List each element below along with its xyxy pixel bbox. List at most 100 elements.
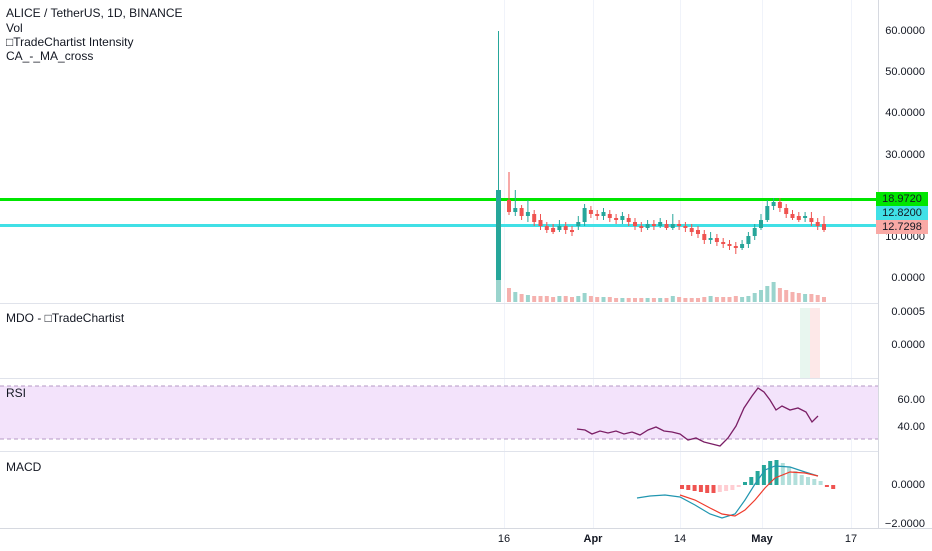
candle bbox=[771, 202, 776, 206]
macd-signal-line bbox=[679, 471, 819, 517]
price-tick: 10.0000 bbox=[885, 231, 925, 243]
volume-bar bbox=[620, 298, 625, 302]
macd-pane-label[interactable]: MACD bbox=[6, 460, 42, 474]
candle bbox=[551, 228, 556, 232]
macd-group bbox=[636, 460, 836, 519]
macd-line bbox=[636, 465, 819, 519]
volume-bar bbox=[651, 298, 656, 302]
candle bbox=[714, 238, 719, 242]
candle bbox=[532, 214, 537, 222]
candle bbox=[815, 222, 820, 226]
time-label: 14 bbox=[673, 533, 687, 545]
macd-histogram-bar bbox=[806, 477, 810, 485]
volume-bar bbox=[544, 296, 549, 302]
candle bbox=[544, 226, 549, 230]
candle bbox=[614, 218, 619, 220]
volume-bar bbox=[519, 294, 524, 302]
candle bbox=[702, 234, 707, 240]
macd-histogram-bar bbox=[711, 485, 716, 493]
mdo-bar bbox=[800, 308, 810, 378]
macd-histogram-bar bbox=[818, 481, 823, 485]
candle bbox=[620, 216, 625, 220]
support-level-label: 12.8200 bbox=[876, 206, 928, 220]
grid-line bbox=[680, 0, 681, 528]
macd-histogram-bar bbox=[749, 477, 754, 485]
pane-separator[interactable] bbox=[0, 451, 932, 452]
macd-histogram-bar bbox=[768, 461, 773, 485]
rsi-pane-label[interactable]: RSI bbox=[6, 386, 27, 400]
volume-bar bbox=[551, 297, 556, 302]
volume-bar bbox=[702, 297, 707, 302]
candles-group bbox=[507, 172, 826, 254]
indicator-ma-cross-label[interactable]: CA_-_MA_cross bbox=[6, 49, 94, 63]
candle bbox=[658, 222, 663, 226]
volume-group bbox=[496, 280, 826, 302]
volume-bar bbox=[777, 288, 782, 302]
macd-histogram-bar bbox=[787, 467, 792, 485]
time-label: 17 bbox=[844, 533, 858, 545]
macd-tick: −2.0000 bbox=[884, 518, 925, 530]
candle bbox=[721, 242, 726, 244]
rsi-tick: 60.00 bbox=[897, 394, 925, 406]
volume-bar bbox=[727, 297, 732, 302]
candle bbox=[639, 226, 644, 228]
candle bbox=[576, 222, 581, 226]
price-tick: 60.0000 bbox=[885, 25, 925, 37]
mdo-bar bbox=[810, 308, 820, 378]
symbol-title[interactable]: ALICE / TetherUS, 1D, BINANCE bbox=[6, 6, 183, 20]
price-axis[interactable]: 60.0000 50.0000 40.0000 30.0000 10.0000 … bbox=[878, 0, 932, 530]
candle bbox=[557, 226, 562, 230]
volume-bar bbox=[507, 288, 511, 302]
candle bbox=[626, 218, 631, 222]
volume-bar bbox=[658, 298, 663, 302]
macd-histogram-bar bbox=[799, 475, 804, 485]
volume-bar bbox=[759, 290, 763, 302]
price-tick: 30.0000 bbox=[885, 149, 925, 161]
volume-bar bbox=[614, 298, 619, 302]
volume-bar bbox=[752, 293, 757, 302]
pane-separator[interactable] bbox=[0, 378, 932, 379]
chart-area[interactable] bbox=[0, 0, 878, 528]
volume-bar bbox=[740, 297, 745, 302]
candle bbox=[803, 216, 808, 218]
candle bbox=[733, 246, 738, 248]
resistance-level-label: 18.9720 bbox=[876, 192, 928, 206]
macd-histogram-bar bbox=[831, 485, 836, 489]
mdo-pane-label[interactable]: MDO - □TradeChartist bbox=[6, 311, 125, 325]
volume-bar bbox=[664, 298, 669, 302]
price-tick: 0.0000 bbox=[891, 272, 925, 284]
macd-histogram-bar bbox=[730, 485, 735, 490]
candle bbox=[670, 224, 675, 228]
candle bbox=[525, 212, 530, 216]
volume-bar bbox=[677, 297, 682, 302]
candle bbox=[664, 224, 669, 228]
macd-histogram-bar bbox=[793, 471, 798, 485]
candle bbox=[496, 190, 501, 280]
volume-bar bbox=[601, 297, 606, 302]
time-label-month: Apr bbox=[583, 533, 603, 545]
volume-bar bbox=[784, 290, 789, 302]
candle bbox=[809, 218, 814, 222]
volume-bar bbox=[513, 292, 518, 302]
volume-bar bbox=[696, 298, 700, 302]
time-label: 16 bbox=[497, 533, 511, 545]
macd-histogram-bar bbox=[743, 482, 747, 485]
mdo-group bbox=[800, 308, 820, 378]
volume-bar bbox=[496, 280, 501, 302]
candle bbox=[633, 222, 637, 226]
rsi-group bbox=[576, 387, 819, 447]
volume-bar bbox=[822, 297, 826, 302]
rsi-tick: 40.00 bbox=[897, 421, 925, 433]
macd-histogram-bar bbox=[686, 485, 691, 490]
chart-canvas bbox=[0, 31, 878, 519]
candle bbox=[582, 208, 587, 222]
time-axis[interactable]: 16 Apr 14 May 17 bbox=[0, 528, 932, 551]
price-tick: 40.0000 bbox=[885, 107, 925, 119]
price-tick: 50.0000 bbox=[885, 66, 925, 78]
volume-bar bbox=[570, 297, 574, 302]
pane-separator[interactable] bbox=[0, 303, 932, 304]
indicator-vol-label[interactable]: Vol bbox=[6, 21, 23, 35]
indicator-intensity-label[interactable]: □TradeChartist Intensity bbox=[6, 35, 134, 49]
volume-bar bbox=[765, 286, 770, 302]
grid-line bbox=[593, 0, 594, 528]
